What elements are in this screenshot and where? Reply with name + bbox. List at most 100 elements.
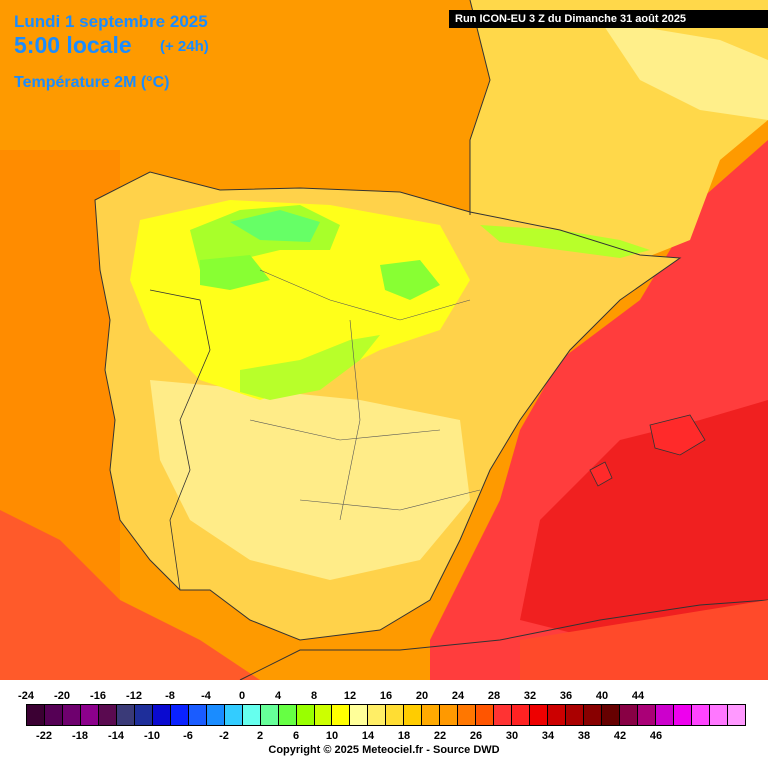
legend-swatch: [278, 705, 297, 725]
legend-swatch: [27, 705, 45, 725]
legend-tick-label: 32: [523, 690, 537, 702]
legend-tick-label: -20: [54, 690, 70, 702]
legend-swatch: [530, 705, 549, 725]
forecast-time: 5:00 locale: [14, 32, 132, 58]
legend-tick-label: -14: [108, 730, 124, 742]
leon-cold-patch: [200, 255, 270, 290]
legend-tick-label: 8: [310, 690, 318, 702]
pyrenees-cold-patch: [480, 225, 650, 258]
legend-tick-label: -4: [201, 690, 211, 702]
burgos-cold-patch: [380, 260, 440, 300]
legend-swatch: [152, 705, 171, 725]
legend-tick-label: 46: [649, 730, 663, 742]
legend-swatch: [476, 705, 495, 725]
legend-tick-label: -10: [144, 730, 160, 742]
legend-swatch: [62, 705, 81, 725]
legend-swatch: [224, 705, 243, 725]
legend-swatch: [637, 705, 656, 725]
legend-tick-label: -6: [183, 730, 193, 742]
legend-tick-label: -8: [165, 690, 175, 702]
region-borders: [249, 269, 481, 521]
legend-swatch: [548, 705, 567, 725]
legend-tick-label: 22: [433, 730, 447, 742]
legend-tick-label: -24: [18, 690, 34, 702]
legend-swatch: [170, 705, 189, 725]
legend-swatch: [98, 705, 117, 725]
legend-tick-label: 34: [541, 730, 555, 742]
central-range-cold-patch: [240, 335, 380, 400]
legend-swatch: [206, 705, 225, 725]
north-africa-coast: [239, 599, 768, 681]
legend-swatch: [709, 705, 728, 725]
legend-swatch: [404, 705, 423, 725]
legend-tick-label: 42: [613, 730, 627, 742]
legend-swatch: [440, 705, 459, 725]
ibiza-island: [589, 461, 613, 487]
legend-swatch: [512, 705, 531, 725]
legend-tick-label: 16: [379, 690, 393, 702]
legend-swatch: [188, 705, 207, 725]
legend-tick-label: 0: [238, 690, 246, 702]
mallorca-island: [649, 414, 706, 456]
legend-swatch: [44, 705, 63, 725]
legend-swatch: [386, 705, 405, 725]
legend-tick-label: 30: [505, 730, 519, 742]
legend-tick-label: 18: [397, 730, 411, 742]
north-africa-land: [520, 600, 768, 680]
legend-tick-label: 36: [559, 690, 573, 702]
legend-swatch: [134, 705, 153, 725]
variable-title: Température 2M (°C): [14, 74, 170, 91]
legend-tick-label: 44: [631, 690, 645, 702]
forecast-date: Lundi 1 septembre 2025: [14, 12, 208, 31]
legend-tick-label: 26: [469, 730, 483, 742]
iberia-pale-interior: [150, 380, 470, 580]
legend-swatch: [566, 705, 585, 725]
legend-tick-label: -22: [36, 730, 52, 742]
legend-swatch: [422, 705, 441, 725]
legend-swatch: [242, 705, 261, 725]
legend-tick-label: -2: [219, 730, 229, 742]
legend-tick-label: 20: [415, 690, 429, 702]
color-scale: [26, 704, 746, 726]
iberia-coastline: [94, 171, 682, 641]
legend-tick-label: 12: [343, 690, 357, 702]
legend-tick-label: 38: [577, 730, 591, 742]
legend-tick-label: 40: [595, 690, 609, 702]
legend-tick-label: 14: [361, 730, 375, 742]
legend-swatch: [655, 705, 674, 725]
legend-swatch: [619, 705, 638, 725]
legend-swatch: [350, 705, 369, 725]
legend-tick-label: -16: [90, 690, 106, 702]
legend-swatch: [727, 705, 745, 725]
legend-swatch: [260, 705, 279, 725]
legend-swatch: [602, 705, 620, 725]
legend-swatch: [368, 705, 387, 725]
legend-swatch: [80, 705, 99, 725]
legend-tick-label: 10: [325, 730, 339, 742]
france-pale-zones: [600, 20, 768, 120]
legend-swatch: [494, 705, 513, 725]
forecast-offset: (+ 24h): [160, 38, 209, 55]
legend-swatch: [116, 705, 135, 725]
legend-swatch: [691, 705, 710, 725]
legend-tick-label: 28: [487, 690, 501, 702]
legend-tick-label: 6: [292, 730, 300, 742]
legend-swatch: [296, 705, 315, 725]
legend-tick-label: 2: [256, 730, 264, 742]
legend-tick-label: 4: [274, 690, 282, 702]
legend-tick-label: -12: [126, 690, 142, 702]
copyright-text: Copyright © 2025 Meteociel.fr - Source D…: [268, 744, 500, 756]
legend-tick-label: 24: [451, 690, 465, 702]
legend-swatch: [673, 705, 692, 725]
legend-swatch: [458, 705, 477, 725]
portugal-border: [149, 289, 211, 591]
legend-swatch: [584, 705, 602, 725]
legend-swatch: [332, 705, 351, 725]
legend-swatch: [314, 705, 333, 725]
legend-tick-label: -18: [72, 730, 88, 742]
run-banner: Run ICON-EU 3 Z du Dimanche 31 août 2025: [449, 10, 768, 28]
france-coastline: [469, 0, 491, 215]
southwest-hot-area: [0, 510, 260, 680]
